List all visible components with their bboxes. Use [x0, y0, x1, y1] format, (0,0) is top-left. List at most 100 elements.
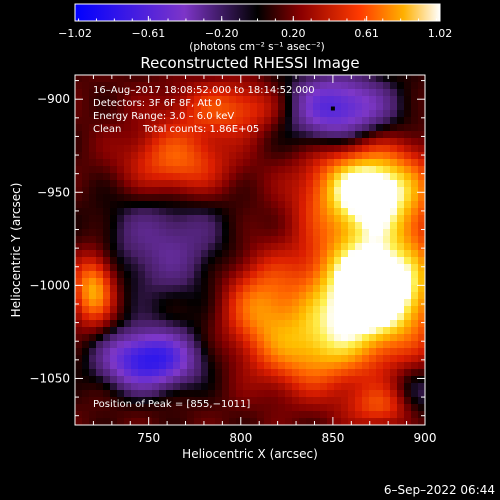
heatmap-cell — [299, 201, 307, 209]
heatmap-cell — [145, 327, 153, 335]
heatmap-cell — [152, 145, 160, 153]
heatmap-cell — [397, 271, 405, 279]
heatmap-cell — [96, 201, 104, 209]
heatmap-cell — [299, 292, 307, 300]
heatmap-cell — [404, 103, 412, 111]
heatmap-cell — [285, 271, 293, 279]
heatmap-cell — [285, 341, 293, 349]
heatmap-cell — [341, 271, 349, 279]
heatmap-cell — [166, 306, 174, 314]
heatmap-cell — [243, 173, 251, 181]
heatmap-cell — [243, 187, 251, 195]
annotation-counts: Total counts: 1.86E+05 — [142, 124, 259, 135]
heatmap-cell — [397, 292, 405, 300]
heatmap-cell — [299, 236, 307, 244]
heatmap-cell — [341, 355, 349, 363]
heatmap-cell — [89, 383, 97, 391]
heatmap-cell — [411, 341, 419, 349]
heatmap-cell — [103, 334, 111, 342]
heatmap-cell — [152, 222, 160, 230]
heatmap-cell — [341, 313, 349, 321]
heatmap-cell — [313, 299, 321, 307]
heatmap-cell — [117, 334, 125, 342]
heatmap-cell — [341, 341, 349, 349]
heatmap-cell — [285, 236, 293, 244]
heatmap-cell — [411, 180, 419, 188]
heatmap-cell — [390, 313, 398, 321]
heatmap-cell — [117, 348, 125, 356]
heatmap-cell — [257, 390, 265, 398]
heatmap-cell — [341, 180, 349, 188]
heatmap-cell — [152, 138, 160, 146]
heatmap-cell — [320, 376, 328, 384]
heatmap-cell — [103, 404, 111, 412]
heatmap-cell — [355, 285, 363, 293]
heatmap-cell — [138, 306, 146, 314]
heatmap-cell — [320, 89, 328, 97]
heatmap-cell — [124, 110, 132, 118]
heatmap-cell — [194, 257, 202, 265]
heatmap-cell — [390, 117, 398, 125]
heatmap-cell — [369, 313, 377, 321]
heatmap-cell — [285, 222, 293, 230]
heatmap-cell — [173, 208, 181, 216]
heatmap-cell — [313, 75, 321, 83]
heatmap-cell — [334, 334, 342, 342]
heatmap-cell — [418, 404, 425, 412]
heatmap-cell — [334, 138, 342, 146]
heatmap-cell — [215, 313, 223, 321]
heatmap-cell — [292, 278, 300, 286]
heatmap-cell — [173, 362, 181, 370]
heatmap-cell — [362, 229, 370, 237]
heatmap-cell — [159, 285, 167, 293]
heatmap-cell — [222, 194, 230, 202]
heatmap-cell — [110, 264, 118, 272]
heatmap-cell — [110, 355, 118, 363]
heatmap-cell — [117, 313, 125, 321]
heatmap-cell — [236, 292, 244, 300]
heatmap-cell — [341, 117, 349, 125]
heatmap-cell — [271, 299, 279, 307]
heatmap-cell — [404, 285, 412, 293]
heatmap-cell — [243, 411, 251, 419]
heatmap-cell — [306, 278, 314, 286]
heatmap-cell — [383, 236, 391, 244]
heatmap-cell — [180, 103, 188, 111]
heatmap-cell — [229, 271, 237, 279]
heatmap-cell — [313, 250, 321, 258]
heatmap-cell — [194, 180, 202, 188]
heatmap-cell — [271, 152, 279, 160]
heatmap-cell — [264, 173, 272, 181]
heatmap-cell — [334, 236, 342, 244]
heatmap-cell — [390, 110, 398, 118]
heatmap-cell — [397, 117, 405, 125]
heatmap-cell — [313, 327, 321, 335]
heatmap-cell — [96, 166, 104, 174]
heatmap-cell — [390, 152, 398, 160]
heatmap-cell — [75, 271, 83, 279]
heatmap-cell — [369, 187, 377, 195]
heatmap-cell — [278, 159, 286, 167]
heatmap-cell — [236, 355, 244, 363]
heatmap-cell — [397, 362, 405, 370]
heatmap-cell — [166, 229, 174, 237]
heatmap-cell — [215, 152, 223, 160]
heatmap-cell — [355, 201, 363, 209]
heatmap-cell — [369, 166, 377, 174]
heatmap-cell — [313, 404, 321, 412]
heatmap-cell — [82, 236, 90, 244]
heatmap-cell — [89, 257, 97, 265]
heatmap-cell — [320, 159, 328, 167]
heatmap-cell — [341, 362, 349, 370]
heatmap-cell — [341, 390, 349, 398]
heatmap-cell — [208, 376, 216, 384]
heatmap-cell — [159, 383, 167, 391]
heatmap-cell — [173, 187, 181, 195]
heatmap-cell — [103, 376, 111, 384]
heatmap-cell — [348, 187, 356, 195]
heatmap-cell — [355, 271, 363, 279]
heatmap-cell — [166, 334, 174, 342]
heatmap-cell — [404, 215, 412, 223]
heatmap-cell — [173, 306, 181, 314]
heatmap-cell — [75, 208, 83, 216]
